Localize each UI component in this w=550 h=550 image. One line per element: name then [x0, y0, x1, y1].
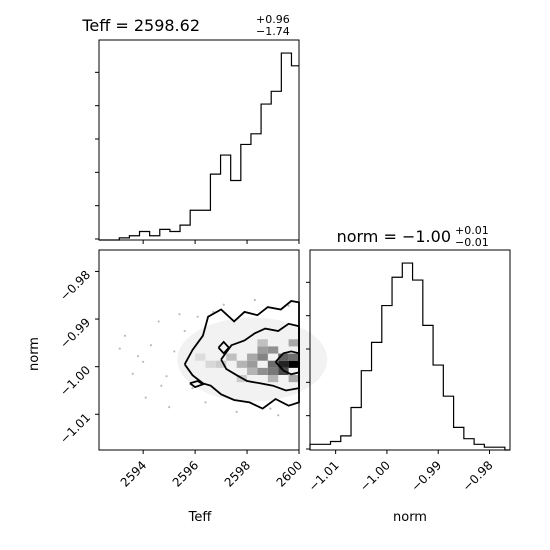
- density-cell: [288, 375, 299, 383]
- outlier-point: [212, 310, 215, 314]
- outlier-point: [149, 344, 153, 347]
- density-cell: [288, 339, 299, 347]
- outlier-point: [160, 384, 163, 387]
- teff-title-main: Teff = 2598.62: [81, 16, 200, 35]
- density-cell: [267, 375, 279, 383]
- density-cell: [278, 360, 289, 368]
- norm-hist-ticks: −1.01 −1.00 −0.99 −0.98: [306, 281, 496, 494]
- norm-title-sup: +0.01: [455, 224, 489, 237]
- outlier-point: [222, 303, 225, 306]
- density-cell: [247, 353, 258, 361]
- outlier-point: [277, 414, 280, 417]
- density-cell: [205, 360, 216, 368]
- outlier-point: [269, 407, 272, 410]
- outlier-point: [178, 313, 181, 316]
- scatter-xtick-label-2: 2598: [222, 458, 253, 489]
- norm-hist-xtick-label-1: −1.00: [357, 458, 393, 494]
- scatter-x-ticks: 2594 2596 2598 2600: [118, 450, 305, 490]
- norm-title-sub: −0.01: [455, 236, 489, 249]
- outlier-point: [123, 334, 127, 337]
- density-cell: [267, 346, 279, 354]
- norm-hist-frame: [309, 249, 511, 451]
- density-cells: [177, 317, 328, 402]
- norm-hist-xtick-label-0: −1.01: [306, 458, 342, 494]
- outlier-point: [235, 410, 238, 414]
- density-cell: [267, 360, 279, 368]
- density-cell: [226, 353, 237, 361]
- density-cell: [257, 339, 268, 347]
- norm-title-main: norm = −1.00: [337, 227, 451, 246]
- contour-island1: [217, 340, 231, 355]
- scatter-ytick-label-1: −0.99: [57, 315, 93, 351]
- outlier-points: [118, 298, 290, 417]
- outlier-point: [204, 401, 207, 404]
- scatter-y-ticks: −0.98 −0.99 −1.00 −1.01: [57, 268, 99, 447]
- outlier-point: [118, 347, 121, 350]
- norm-hist-line: [309, 262, 510, 451]
- norm-histogram-panel: norm = −1.00 +0.01 −0.01 −1.01 −1.00 −0.99…: [306, 224, 511, 525]
- outlier-point: [136, 355, 140, 358]
- teff-norm-2d-panel: 2594 2596 2598 2600 −0.98 −0.99 −1.00 −1.01 Te…: [27, 249, 328, 525]
- outlier-point: [144, 396, 147, 399]
- density-cell: [236, 360, 248, 368]
- norm-hist-xtick-label-3: −0.98: [460, 458, 496, 494]
- density-cell: [247, 360, 258, 368]
- density-cell: [195, 353, 206, 361]
- outlier-point: [157, 320, 160, 323]
- outlier-point: [131, 372, 134, 375]
- scatter-xtick-label-0: 2594: [118, 458, 149, 489]
- norm-hist-xtick-label-2: −0.99: [408, 458, 444, 494]
- teff-title: Teff = 2598.62: [81, 16, 200, 35]
- density-cell: [278, 353, 289, 361]
- outlier-point: [253, 298, 256, 302]
- scatter-xtick-label-1: 2596: [170, 458, 201, 489]
- scatter-ytick-label-3: −1.01: [57, 411, 93, 447]
- teff-hist-ticks: [95, 71, 300, 244]
- contour-island2: [189, 380, 205, 389]
- outlier-point: [196, 315, 199, 318]
- density-cell: [288, 360, 299, 368]
- scatter-ytick-label-2: −1.00: [57, 363, 93, 399]
- outlier-point: [287, 304, 290, 307]
- density-cell: [215, 360, 227, 368]
- norm-title: norm = −1.00: [337, 227, 451, 246]
- teff-hist-line: [99, 52, 299, 241]
- outlier-point: [168, 406, 171, 409]
- outlier-point: [173, 350, 176, 353]
- density-cell: [288, 353, 299, 361]
- density-cell: [257, 367, 268, 375]
- outlier-point: [165, 375, 168, 378]
- outlier-point: [183, 329, 186, 333]
- teff-title-sup: +0.96: [256, 13, 290, 26]
- scatter-xtick-label-3: 2600: [274, 458, 305, 489]
- teff-title-sub: −1.74: [256, 25, 290, 38]
- density-cell: [247, 367, 258, 375]
- density-cell: [257, 353, 268, 361]
- norm-xlabel: norm: [393, 510, 427, 525]
- scatter-frame: [98, 249, 300, 451]
- teff-histogram-panel: Teff = 2598.62 +0.96 −1.74: [81, 13, 300, 244]
- scatter-ytick-label-0: −0.98: [57, 268, 93, 304]
- scatter-ylabel: norm: [27, 337, 42, 371]
- density-cell: [267, 367, 279, 375]
- outlier-point: [142, 360, 145, 364]
- teff-hist-frame: [98, 39, 300, 241]
- density-cell: [257, 346, 268, 354]
- scatter-xlabel: Teff: [188, 510, 213, 525]
- outlier-point: [191, 386, 194, 390]
